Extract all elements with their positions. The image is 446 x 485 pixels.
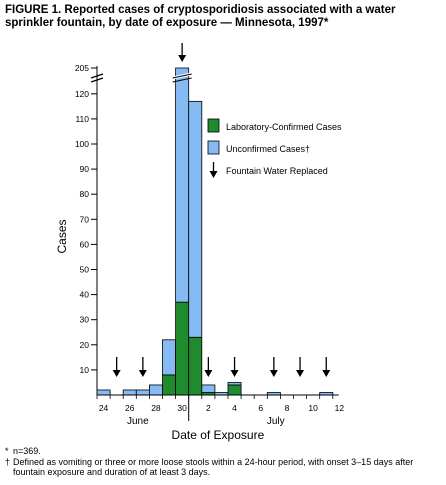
legend-swatch [207,118,220,133]
bar-unconfirmed [96,389,111,396]
bar-confirmed [162,374,177,396]
bar-unconfirmed [135,389,150,396]
bar-confirmed [175,301,190,396]
y-tick-label: 120 [75,89,89,99]
x-tick-label: 2 [206,403,211,413]
bar-unconfirmed [148,384,163,396]
y-axis-break-mark [90,73,104,79]
replacement-arrows [112,43,331,377]
down-arrow-icon [209,171,218,178]
y-tick-label: 70 [80,214,90,224]
footnote-mark: † [5,456,11,467]
x-tick-label: 4 [232,403,237,413]
x-tick-label: 24 [99,403,109,413]
x-tick-label: 6 [258,403,263,413]
footnote-text: n=369. [13,446,41,456]
chart-title: FIGURE 1. Reported cases of cryptosporid… [5,4,396,29]
footnote-text: Defined as vomiting or three or more loo… [13,456,414,478]
x-axis-label: Date of Exposure [172,428,265,442]
y-tick-label: 40 [80,290,90,300]
bar-unconfirmed [122,389,137,396]
x-tick-label: 30 [177,403,187,413]
down-arrow-icon [322,370,331,377]
month-label-june: June [127,416,149,427]
down-arrow-icon [296,370,305,377]
down-arrow-icon [204,370,213,377]
down-arrow-icon [112,370,121,377]
down-arrow-icon [138,370,147,377]
x-tick-label: 28 [151,403,161,413]
down-arrow-icon [230,370,239,377]
y-tick-label: 110 [75,114,89,124]
y-axis: 10 20 30 40 50 60 70 80 90 100 110 120 205 Cases [55,63,104,395]
down-arrow-icon [269,370,278,377]
legend-label: Laboratory-Confirmed Cases [226,122,342,132]
y-tick-label: 20 [80,340,90,350]
bar-unconfirmed [162,339,177,376]
bar-unconfirmed [227,382,242,386]
footnote-n: * n=369. [5,446,441,457]
y-tick-label: 60 [80,239,90,249]
y-tick-label: 50 [80,265,90,275]
bar-confirmed [188,336,203,396]
legend-label: Fountain Water Replaced [226,166,328,176]
x-tick-label: 12 [335,403,345,413]
y-tick-label: 10 [80,365,90,375]
legend-swatch [207,140,220,155]
y-tick-label: 205 [75,63,89,73]
y-tick-label: 30 [80,315,90,325]
y-tick-label: 90 [80,164,90,174]
bar-confirmed [227,384,242,396]
y-axis-label: Cases [55,219,69,253]
down-arrow-icon [178,55,187,62]
y-axis-break-mark [90,77,104,83]
y-tick-label: 100 [75,139,89,149]
footnote-definition: † Defined as vomiting or three or more l… [5,457,441,478]
bar-unconfirmed [188,100,203,338]
bars [96,67,334,396]
bar-break-mark [172,73,192,79]
x-tick-label: 26 [125,403,135,413]
bar-unconfirmed [175,67,190,303]
legend-label: Unconfirmed Cases† [226,144,310,154]
bar-break-mark [172,77,192,83]
y-tick-label: 80 [80,189,90,199]
footnotes: * n=369. † Defined as vomiting or three … [5,446,441,478]
x-tick-label: 10 [308,403,318,413]
bar-unconfirmed [201,384,216,393]
footnote-mark: * [5,446,9,456]
legend: Laboratory-Confirmed Cases Unconfirmed Ca… [207,118,342,178]
month-label-july: July [267,416,285,427]
x-tick-label: 8 [285,403,290,413]
